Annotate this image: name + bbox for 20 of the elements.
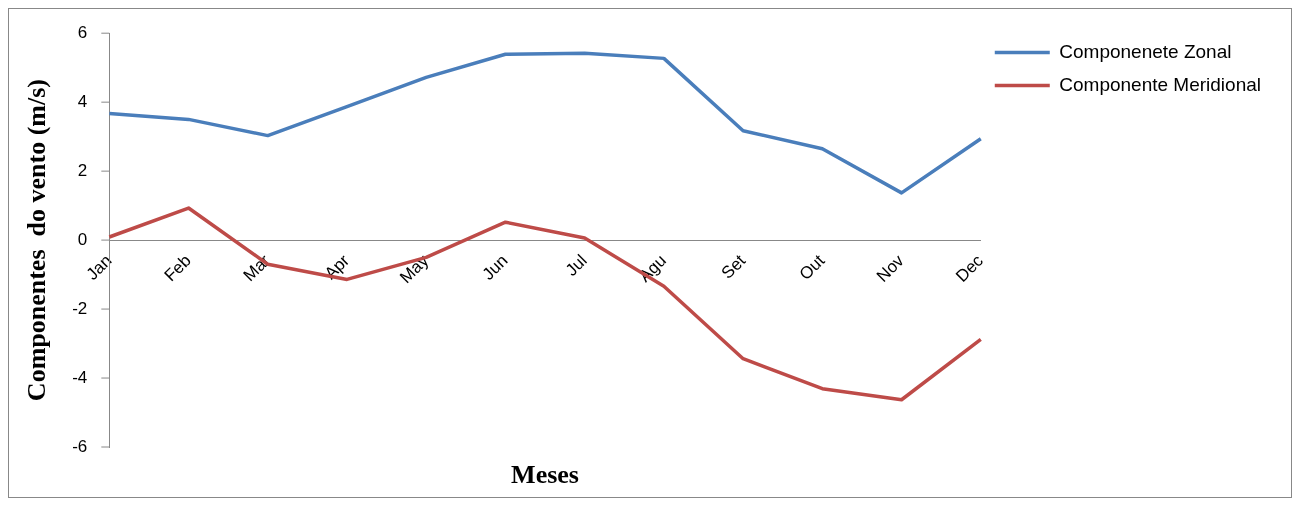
x-tick-label: Dec [952, 250, 988, 286]
x-tick-label: Nov [872, 250, 909, 286]
y-tick-label: 6 [77, 22, 88, 42]
x-tick-label: Out [795, 250, 829, 284]
y-axis-title: Componentes do vento (m/s) [22, 79, 52, 402]
y-tick-label: -6 [72, 436, 88, 456]
x-tick-label: May [396, 250, 433, 288]
y-tick-label: -2 [72, 298, 88, 318]
y-tick-label: 2 [77, 160, 88, 180]
x-tick-label: Set [717, 250, 750, 283]
y-tick-label: -4 [72, 367, 88, 387]
legend-label: Componenete Zonal [1059, 40, 1232, 62]
x-tick-label: Jul [562, 251, 591, 280]
y-tick-label: 0 [77, 229, 88, 249]
x-tick-label: Jun [478, 251, 512, 284]
x-axis-title: Meses [511, 459, 579, 489]
legend-label: Componente Meridional [1059, 73, 1262, 95]
y-tick-label: 4 [77, 91, 88, 111]
x-tick-label: Jan [82, 251, 116, 284]
x-tick-label: Feb [160, 251, 195, 286]
